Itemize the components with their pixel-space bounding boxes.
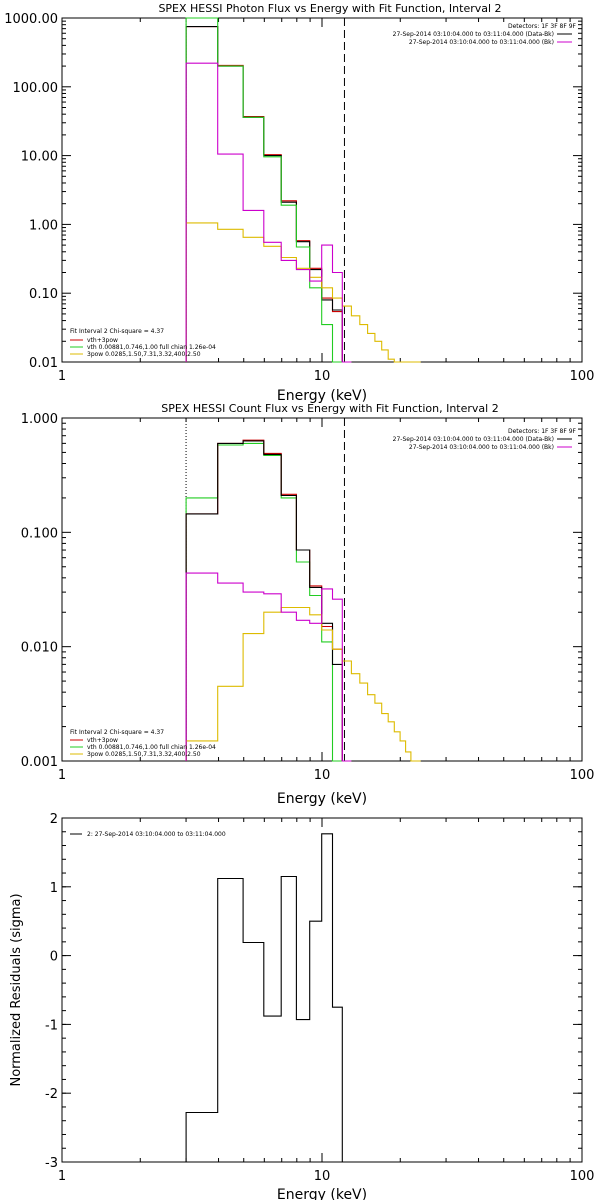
residuals-line <box>185 833 343 1162</box>
photon-detectors-label: Detectors: 1F 3F 8F 9F <box>508 23 577 30</box>
x-tick-label: 100 <box>570 1169 595 1184</box>
photon-flux-title: SPEX HESSI Photon Flux vs Energy with Fi… <box>158 2 501 15</box>
y-tick-label: 1 <box>50 881 58 896</box>
y-tick-label: 100.00 <box>13 81 59 96</box>
residuals-panel: 1 10 100 -3 -2 -1 0 1 2 2: 27-Sep-2014 03:10:04.… <box>9 812 594 1200</box>
count-legend-title: Fit Interval 2 Chi-square = 4.37 <box>70 729 164 736</box>
series-bk-line <box>185 572 352 762</box>
count-flux-panel: SPEX HESSI Count Flux vs Energy with Fit… <box>21 402 595 807</box>
photon-legend-vth: vth 0.00881,0.746,1.00 full chian 1.26e-… <box>87 344 216 351</box>
y-tick-label: 1.000 <box>21 412 58 427</box>
count-detectors-label: Detectors: 1F 3F 8F 9F <box>508 428 577 435</box>
y-tick-label: -1 <box>45 1018 58 1033</box>
y-tick-label: -3 <box>45 1156 58 1171</box>
series-spow-line <box>185 606 421 762</box>
residuals-x-axis-label: Energy (keV) <box>277 1187 367 1200</box>
photon-legend-title: Fit Interval 2 Chi-square = 4.37 <box>70 328 164 335</box>
count-data-bk-label: 27-Sep-2014 03:10:04.000 to 03:11:04.000… <box>393 436 554 443</box>
series-spow-line <box>185 222 421 363</box>
count-legend-fit: vth+3pow <box>87 737 118 744</box>
x-tick-label: 1 <box>58 768 66 783</box>
series-total-line <box>185 440 343 761</box>
y-tick-label: 0.100 <box>21 526 58 541</box>
series-vth-line <box>185 17 352 363</box>
y-tick-label: 10.00 <box>21 150 58 165</box>
x-tick-label: 100 <box>570 369 595 384</box>
photon-x-axis-label: Energy (keV) <box>277 388 367 404</box>
count-flux-title: SPEX HESSI Count Flux vs Energy with Fit… <box>161 402 498 415</box>
photon-bk-label: 27-Sep-2014 03:10:04.000 to 03:11:04.000… <box>409 39 554 46</box>
series-vth-line <box>185 442 343 762</box>
series-bk-line <box>185 62 352 363</box>
series-total-line <box>185 26 343 362</box>
series-fit-line <box>185 439 343 761</box>
x-tick-label: 1 <box>58 369 66 384</box>
photon-flux-panel: SPEX HESSI Photon Flux vs Energy with Fi… <box>4 2 594 404</box>
y-tick-label: -2 <box>45 1087 58 1102</box>
residuals-legend: 2: 27-Sep-2014 03:10:04.000 to 03:11:04.… <box>87 831 226 838</box>
x-tick-label: 10 <box>314 768 331 783</box>
x-tick-label: 1 <box>58 1169 66 1184</box>
x-tick-label: 10 <box>314 369 331 384</box>
y-tick-label: 1.00 <box>29 218 58 233</box>
x-tick-label: 100 <box>570 768 595 783</box>
y-tick-label: 0 <box>50 950 58 965</box>
residuals-y-axis-label: Normalized Residuals (sigma) <box>9 893 24 1086</box>
y-tick-label: 0.001 <box>21 755 58 770</box>
photon-data-bk-label: 27-Sep-2014 03:10:04.000 to 03:11:04.000… <box>393 31 554 38</box>
y-tick-label: 0.01 <box>29 356 58 371</box>
y-tick-label: 0.010 <box>21 641 58 656</box>
photon-legend-fit: vth+3pow <box>87 337 118 344</box>
x-tick-label: 10 <box>314 1169 331 1184</box>
y-tick-label: 0.10 <box>29 287 58 302</box>
count-legend-3pow: 3pow 0.0285,1.50,7.31,3.32,400,2.50 <box>87 751 201 758</box>
count-legend-vth: vth 0.00881,0.746,1.00 full chian 1.26e-… <box>87 744 216 751</box>
series-fit-line <box>185 26 343 362</box>
photon-legend-3pow: 3pow 0.0285,1.50,7.31,3.32,400,2.50 <box>87 351 201 358</box>
count-x-axis-label: Energy (keV) <box>277 791 367 807</box>
y-tick-label: 1000.00 <box>4 12 58 27</box>
y-tick-label: 2 <box>50 812 58 827</box>
count-bk-label: 27-Sep-2014 03:10:04.000 to 03:11:04.000… <box>409 444 554 451</box>
